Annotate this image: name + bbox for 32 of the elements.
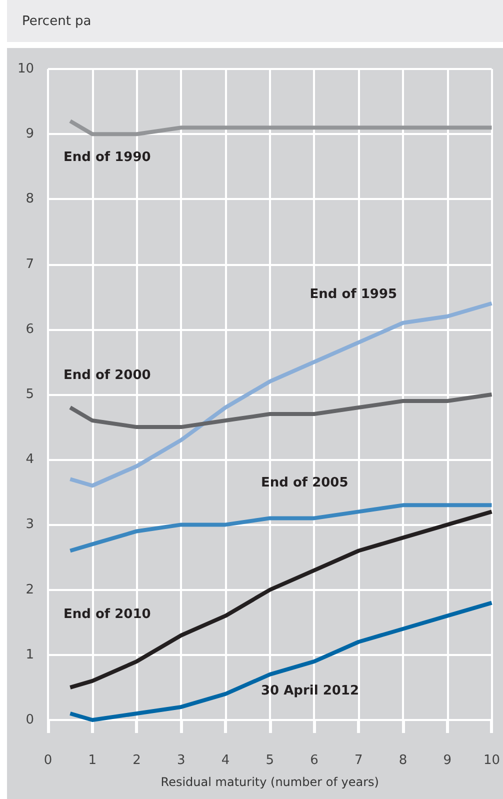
series-label: End of 1990: [64, 150, 151, 166]
x-tick-label: 3: [176, 753, 186, 768]
y-tick-label: 1: [26, 647, 34, 662]
y-tick-label: 0: [26, 712, 34, 728]
y-tick-label: 3: [26, 517, 34, 532]
y-tick-label: 4: [26, 452, 34, 468]
line-series: [68, 392, 494, 430]
series-label: End of 1995: [310, 286, 398, 302]
x-tick-label: 6: [310, 753, 318, 768]
y-tick-label: 5: [26, 387, 34, 402]
y-tick-label: 7: [26, 256, 34, 272]
y-tick-label: 9: [26, 126, 34, 142]
y-tick-label: 10: [17, 62, 34, 76]
series-label: End of 2000: [64, 368, 151, 384]
series-label: 30 April 2012: [260, 683, 360, 698]
x-tick-label: 8: [398, 753, 408, 768]
x-tick-label: 9: [443, 753, 452, 768]
line-series: [68, 503, 494, 553]
x-tick-label: 0: [44, 753, 52, 768]
x-tick-label: 10: [483, 753, 500, 768]
y-tick-label: 8: [26, 192, 34, 207]
x-tick-label: 2: [132, 753, 141, 768]
y-tick-label: 2: [26, 582, 34, 598]
x-tick-label: 4: [221, 753, 230, 768]
series-label: End of 2005: [260, 476, 348, 491]
x-tick-label: 1: [88, 753, 97, 768]
text: End of 2010: [64, 607, 151, 622]
y-tick-label: 6: [26, 322, 34, 337]
x-axis-title: Residual maturity (number of years): [160, 775, 379, 789]
y-axis-title: Percent pa: [22, 14, 92, 29]
x-tick-label: 7: [354, 753, 363, 768]
x-tick-label: 5: [266, 753, 274, 768]
